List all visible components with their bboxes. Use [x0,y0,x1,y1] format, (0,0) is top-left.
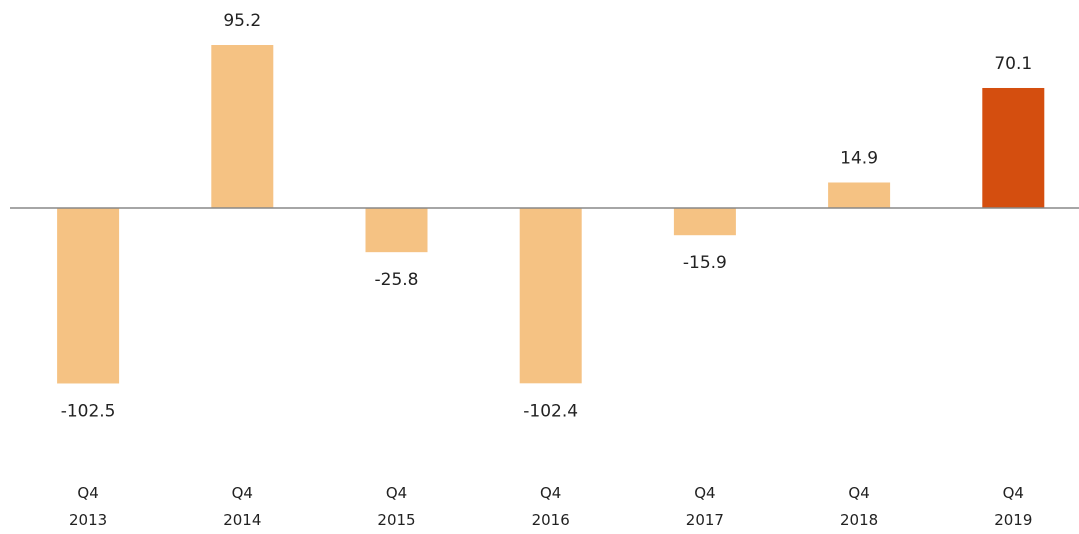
value-label: -25.8 [375,270,419,290]
x-tick-label: Q4 2013 [69,484,108,529]
x-tick-label: Q4 2018 [840,484,879,529]
value-label: -15.9 [683,253,727,273]
value-label: 70.1 [994,54,1032,74]
value-label: -102.4 [523,401,578,421]
x-tick-label: Q4 2016 [531,484,570,529]
bar [365,208,428,253]
x-tick-label: Q4 2015 [377,484,416,529]
value-label: 95.2 [223,11,261,31]
x-tick-label: Q4 2017 [685,484,724,529]
bar [673,208,736,236]
bar [519,208,582,384]
bar [211,45,274,208]
bar [982,87,1045,208]
x-tick-label: Q4 2014 [223,484,262,529]
value-label: -102.5 [61,401,116,421]
bar [828,182,891,208]
bar [57,208,120,384]
value-label: 14.9 [840,148,878,168]
x-tick-label: Q4 2019 [994,484,1033,529]
